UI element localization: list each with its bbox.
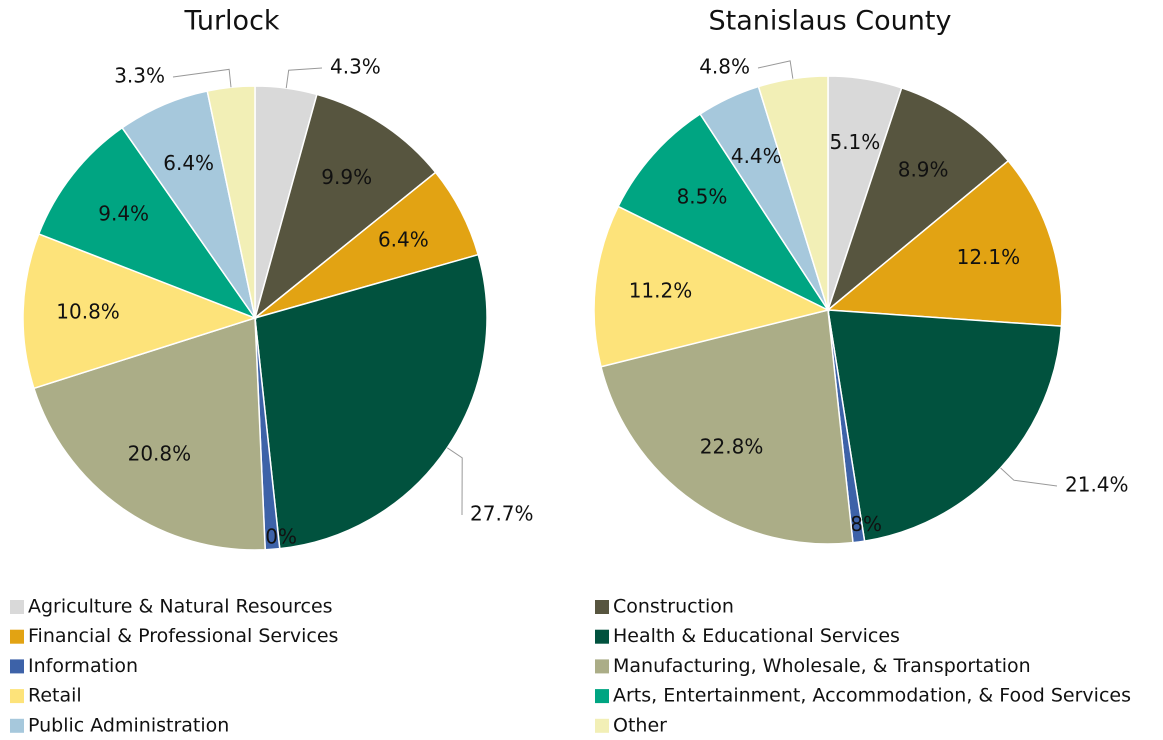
leader-line (285, 67, 323, 89)
data-label: 22.8% (700, 435, 764, 459)
chart-title: Stanislaus County (709, 6, 952, 37)
pie-slice (827, 309, 1063, 542)
legend-label: Information (28, 655, 138, 677)
leader-line (1000, 467, 1058, 487)
pie-slice (826, 86, 1010, 313)
legend-label: Public Administration (28, 714, 229, 736)
pie-slice (22, 232, 258, 390)
data-label: 6.4% (378, 228, 429, 252)
legend-label: Retail (28, 685, 82, 707)
legend-swatch (10, 600, 24, 614)
pie-slice (826, 159, 1063, 327)
pie-slice (600, 309, 854, 545)
legend-label: Other (613, 714, 667, 736)
data-label: 11.2% (629, 279, 693, 303)
chart-title: Turlock (183, 6, 279, 37)
data-label: 4.8% (699, 55, 750, 79)
legend-label: Construction (613, 596, 734, 618)
legend-swatch (595, 689, 609, 704)
pie-slice (254, 253, 488, 550)
data-label: 21.4% (1065, 473, 1129, 497)
data-label: 3.3% (114, 64, 165, 88)
data-label: 5.1% (829, 130, 880, 154)
leader-line (447, 447, 463, 516)
legend-swatch (10, 629, 24, 644)
pie-slice (32, 316, 266, 551)
pie-slice (253, 93, 437, 321)
data-label: 4.4% (731, 144, 782, 168)
legend-label: Arts, Entertainment, Accommodation, & Fo… (613, 685, 1131, 707)
legend-swatch (10, 689, 24, 704)
data-label: 12.1% (957, 245, 1021, 269)
data-label: 8.9% (898, 157, 949, 181)
legend-swatch (10, 718, 24, 733)
legend-swatch (595, 629, 609, 644)
data-label: 6.4% (163, 151, 214, 175)
leader-line (757, 60, 794, 79)
data-label: 20.8% (128, 441, 192, 465)
pie-slice (593, 205, 831, 368)
data-label: 10.8% (56, 299, 120, 323)
legend-swatch (10, 659, 24, 674)
data-label: 4.3% (330, 55, 381, 79)
legend-label: Health & Educational Services (613, 625, 900, 647)
legend-label: Agriculture & Natural Resources (28, 596, 333, 618)
legend-label: Financial & Professional Services (28, 625, 338, 647)
data-label: 27.7% (470, 502, 534, 526)
leader-line (172, 68, 232, 88)
legend-swatch (595, 600, 609, 614)
pie-slice (37, 126, 258, 320)
legend-swatch (595, 718, 609, 733)
data-label: 9.9% (321, 165, 372, 189)
legend-swatch (595, 659, 609, 674)
legend-label: Manufacturing, Wholesale, & Transportati… (613, 655, 1031, 677)
data-label: 8.5% (677, 185, 728, 209)
pie-slice (617, 112, 831, 312)
data-label: 9.4% (98, 201, 149, 225)
